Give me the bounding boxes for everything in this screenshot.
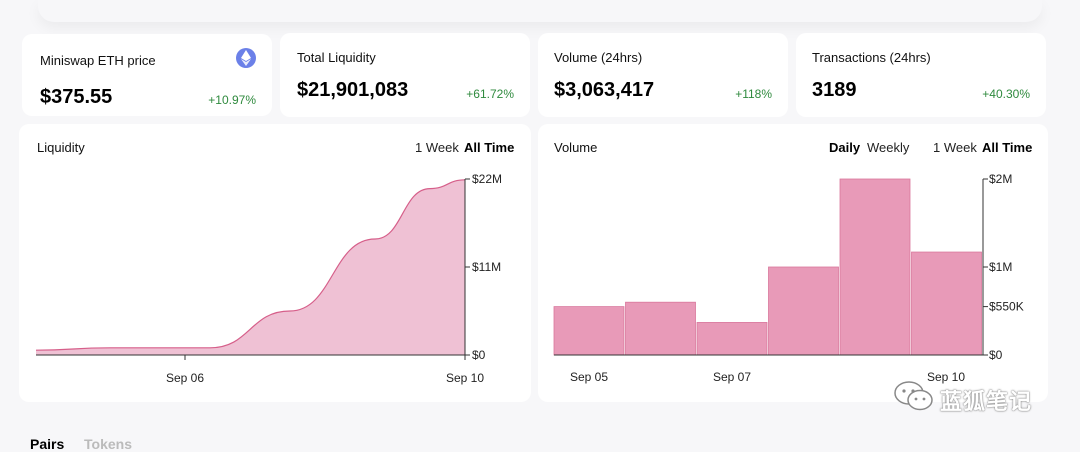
stat-value: $21,901,083 <box>297 79 409 101</box>
volume-bar <box>696 322 768 356</box>
liquidity-x-tick-label: Sep 10 <box>446 371 484 385</box>
volume-y-tick-label: $0 <box>989 348 1003 362</box>
volume-y-tick-label: $2M <box>989 172 1012 186</box>
volume-bar <box>768 266 839 356</box>
tab-pairs[interactable]: Pairs <box>30 436 65 452</box>
volume-toggle-1-week[interactable]: 1 Week <box>933 140 977 155</box>
volume-x-tick-label: Sep 07 <box>713 370 751 384</box>
liquidity-x-tick-label: Sep 06 <box>166 371 204 385</box>
stat-title: Transactions (24hrs) <box>812 50 931 65</box>
liquidity-chart[interactable]: $0 $11M $22M Sep 06 Sep 10 <box>35 172 502 385</box>
volume-y-tick-label: $550K <box>989 300 1024 314</box>
liquidity-area <box>36 179 465 355</box>
stat-title: Miniswap ETH price <box>40 53 156 68</box>
volume-bar <box>625 301 696 356</box>
stat-change: +61.72% <box>466 87 514 101</box>
liquidity-y-tick-label: $0 <box>472 348 486 362</box>
watermark-text: 蓝狐笔记 <box>940 389 1033 414</box>
stat-card-eth-price: Miniswap ETH price $375.55 +10.97% <box>22 34 272 116</box>
volume-toggle-daily[interactable]: Daily <box>829 140 861 155</box>
liquidity-toggle-1-week[interactable]: 1 Week <box>415 140 459 155</box>
volume-x-tick-label: Sep 10 <box>927 370 965 384</box>
stat-change: +10.97% <box>208 93 256 107</box>
wechat-icon <box>893 380 935 417</box>
liquidity-line <box>35 179 466 351</box>
stat-value: $375.55 <box>40 86 113 108</box>
stat-card-volume-24h: Volume (24hrs) $3,063,417 +118% <box>538 33 788 117</box>
volume-bar <box>553 306 625 356</box>
volume-title: Volume <box>554 140 598 155</box>
liquidity-y-tick-label: $22M <box>472 172 502 186</box>
stat-value: $3,063,417 <box>554 79 655 101</box>
volume-toggle-all-time[interactable]: All Time <box>982 140 1033 155</box>
stat-card-total-liquidity: Total Liquidity $21,901,083 +61.72% <box>280 33 530 117</box>
stat-title: Volume (24hrs) <box>554 50 643 65</box>
volume-toggle-weekly[interactable]: Weekly <box>867 140 910 155</box>
volume-x-tick-label: Sep 05 <box>570 370 608 384</box>
ethereum-icon <box>236 48 256 68</box>
volume-chart[interactable]: $0 $550K $1M $2M Sep 05 Sep 07 Sep 10 <box>553 172 1024 384</box>
stat-title: Total Liquidity <box>297 50 376 65</box>
top-header-shadow <box>38 0 1042 22</box>
volume-bar <box>911 251 982 356</box>
liquidity-title: Liquidity <box>37 140 85 155</box>
stat-change: +40.30% <box>982 87 1030 101</box>
tab-tokens[interactable]: Tokens <box>84 436 132 452</box>
liquidity-toggle-all-time[interactable]: All Time <box>464 140 515 155</box>
volume-y-tick-label: $1M <box>989 260 1012 274</box>
stat-change: +118% <box>735 87 772 101</box>
liquidity-y-tick-label: $11M <box>472 260 501 274</box>
volume-bar <box>839 178 911 356</box>
stat-card-transactions-24h: Transactions (24hrs) 3189 +40.30% <box>796 33 1046 117</box>
stat-value: 3189 <box>812 79 857 101</box>
